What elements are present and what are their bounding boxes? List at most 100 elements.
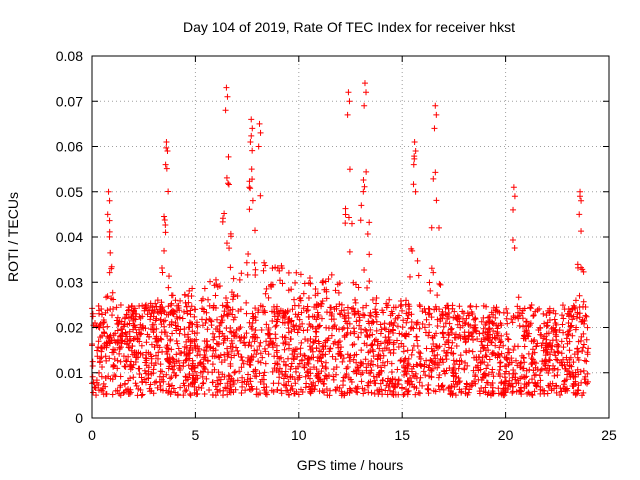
data-point [419, 321, 426, 328]
data-point [318, 300, 325, 307]
data-point [521, 343, 528, 350]
data-point [466, 332, 473, 339]
data-point [96, 310, 103, 317]
data-point [201, 285, 208, 292]
data-point [444, 315, 451, 322]
data-point [212, 292, 219, 299]
data-point [136, 313, 143, 320]
data-point [433, 111, 440, 118]
data-point [368, 342, 375, 349]
data-point [456, 386, 463, 393]
data-point [225, 310, 232, 317]
data-point [461, 319, 468, 326]
data-point [212, 326, 219, 333]
data-point [421, 305, 428, 312]
data-point [368, 389, 375, 396]
data-point [551, 385, 558, 392]
data-point [280, 375, 287, 382]
data-point [157, 382, 164, 389]
data-point [298, 339, 305, 346]
data-point [506, 377, 513, 384]
data-point [289, 385, 296, 392]
data-point [173, 327, 180, 334]
data-point [505, 345, 512, 352]
data-point [167, 337, 174, 344]
data-point [318, 315, 325, 322]
data-point [228, 375, 235, 382]
data-point [397, 303, 404, 310]
data-point [416, 361, 423, 368]
data-point [485, 371, 492, 378]
data-point [111, 356, 118, 363]
data-point [530, 367, 537, 374]
data-point [400, 358, 407, 365]
data-point [537, 377, 544, 384]
data-point [512, 376, 519, 383]
data-point [480, 334, 487, 341]
data-point [416, 379, 423, 386]
data-point [233, 344, 240, 351]
data-point [117, 384, 124, 391]
data-point [377, 321, 384, 328]
data-point [227, 264, 234, 271]
data-point [581, 341, 588, 348]
data-point [225, 181, 232, 188]
data-point [328, 271, 335, 278]
data-point [288, 363, 295, 370]
data-point [312, 286, 319, 293]
data-point [455, 365, 462, 372]
data-point [158, 299, 165, 306]
data-point [198, 385, 205, 392]
data-point [489, 334, 496, 341]
data-point [318, 358, 325, 365]
data-point [553, 333, 560, 340]
data-point [123, 311, 130, 318]
data-point [453, 314, 460, 321]
data-point [214, 316, 221, 323]
data-point [164, 148, 171, 155]
data-point [464, 391, 471, 398]
data-point [202, 366, 209, 373]
data-point [322, 372, 329, 379]
data-point [514, 303, 521, 310]
data-point [494, 354, 501, 361]
data-point [321, 389, 328, 396]
data-point [433, 330, 440, 337]
data-point [352, 296, 359, 303]
data-point [279, 333, 286, 340]
data-point [262, 290, 269, 297]
data-point [344, 111, 351, 118]
data-point [578, 197, 585, 204]
data-point [542, 340, 549, 347]
data-point [559, 321, 566, 328]
data-point [341, 307, 348, 314]
data-point [449, 390, 456, 397]
data-point [470, 324, 477, 331]
data-point [223, 174, 230, 181]
data-point [461, 333, 468, 340]
data-point [101, 318, 108, 325]
data-point [104, 307, 111, 314]
data-point [483, 365, 490, 372]
data-point [292, 380, 299, 387]
data-point [498, 350, 505, 357]
data-point [360, 360, 367, 367]
data-point [235, 351, 242, 358]
data-point [492, 306, 499, 313]
data-point [414, 257, 421, 264]
data-point [255, 306, 262, 313]
data-point [157, 316, 164, 323]
data-point [222, 295, 229, 302]
data-point [489, 349, 496, 356]
data-point [348, 378, 355, 385]
data-point [145, 364, 152, 371]
data-point [511, 193, 518, 200]
data-point [546, 317, 553, 324]
data-point [350, 279, 357, 286]
data-point [423, 316, 430, 323]
data-point [518, 359, 525, 366]
data-point [138, 342, 145, 349]
data-point [107, 332, 114, 339]
data-point [574, 354, 581, 361]
data-point [360, 188, 367, 195]
